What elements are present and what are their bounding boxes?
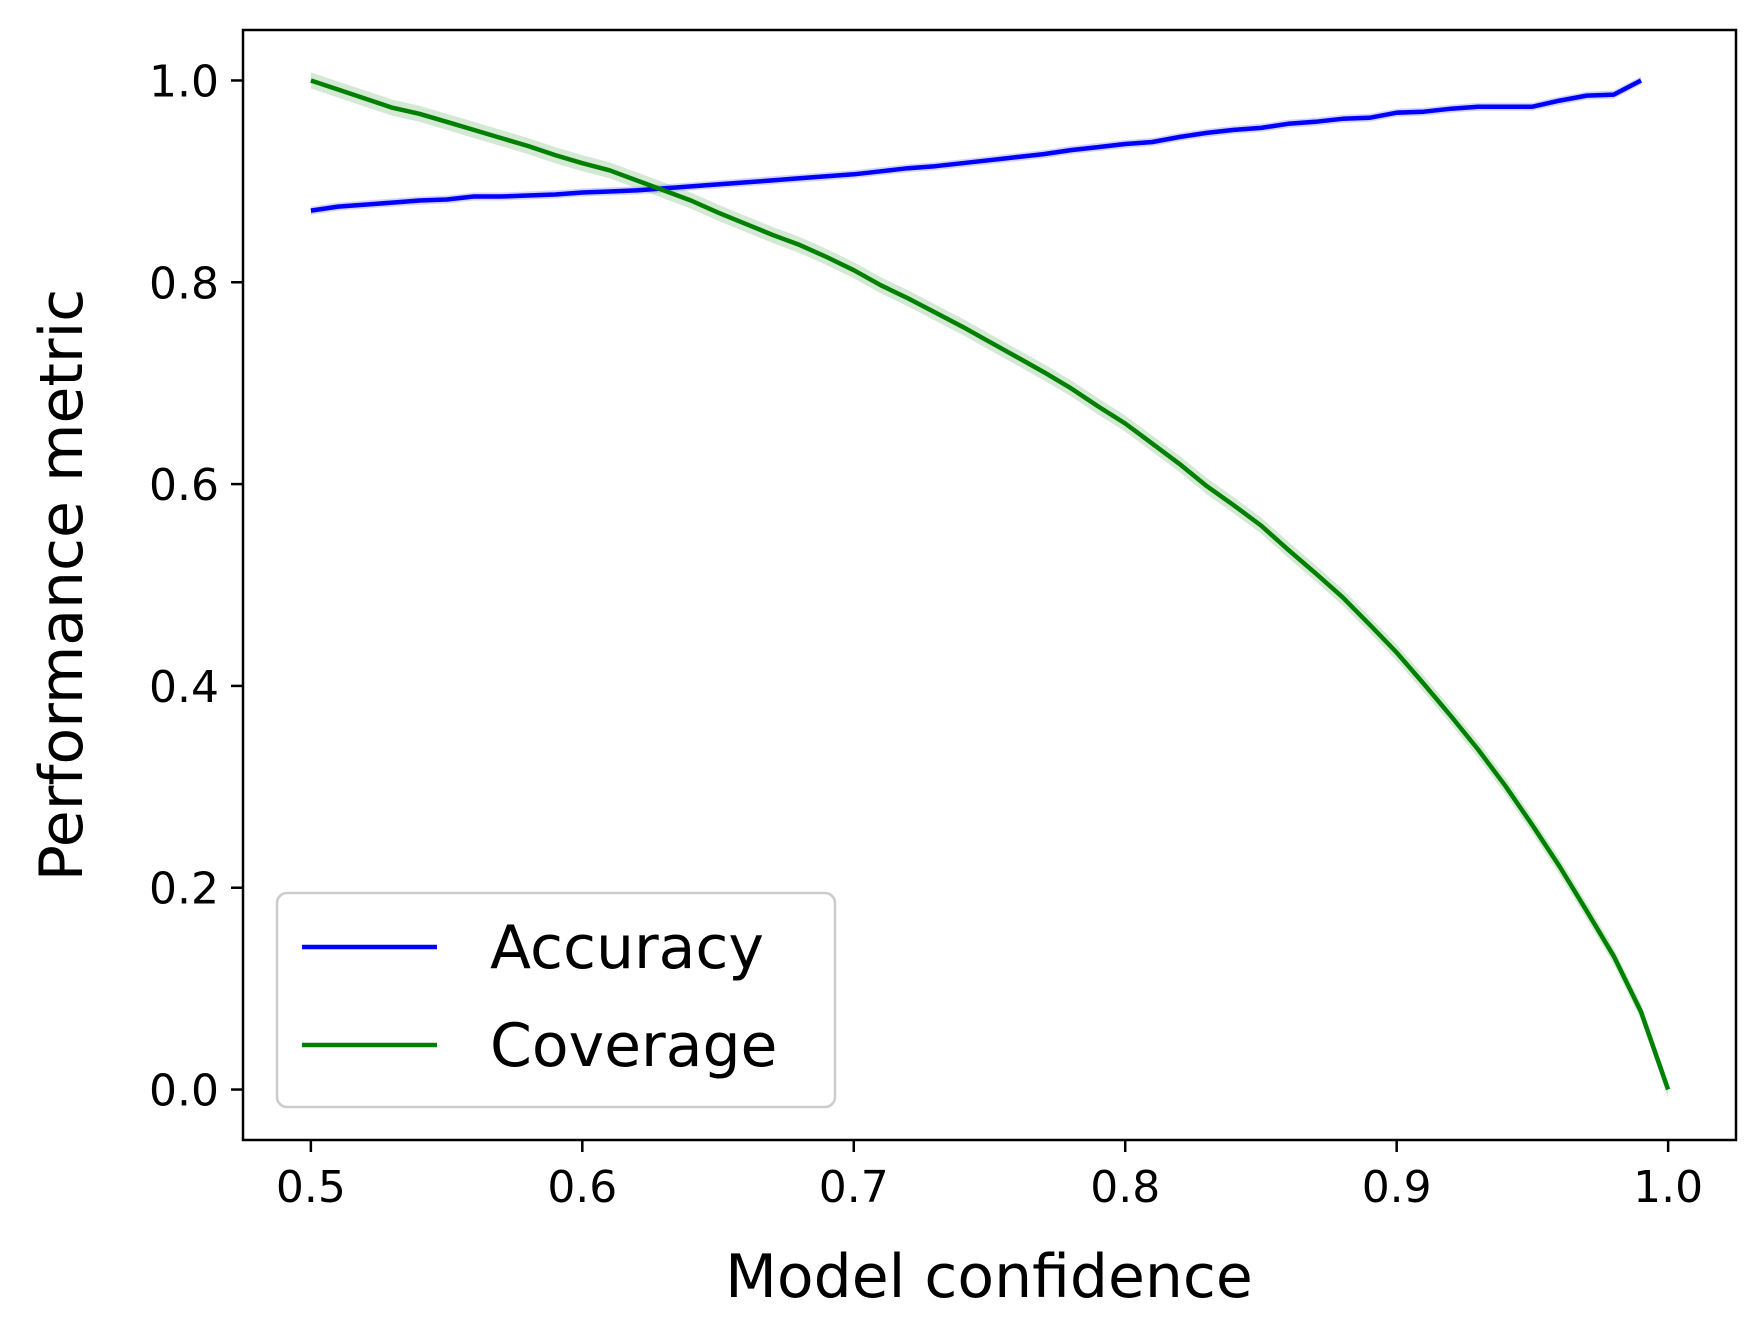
x-tick-label: 0.6 [547,1162,617,1213]
y-tick-label: 0.6 [149,460,219,511]
plot-frame [241,28,1738,1142]
y-axis-ticks: 0.0 0.2 0.4 0.6 0.8 1.0 [149,56,243,1117]
x-tick-label: 0.5 [276,1162,346,1213]
legend-label-accuracy: Accuracy [490,913,764,983]
x-tick-label: 0.9 [1362,1162,1432,1213]
y-tick-label: 1.0 [149,56,219,107]
y-tick-label: 0.4 [149,662,219,713]
x-tick-label: 1.0 [1633,1162,1703,1213]
legend-label-coverage: Coverage [490,1011,777,1081]
coverage-line [310,78,1671,1091]
accuracy-line [310,78,1643,213]
y-tick-label: 0.8 [149,258,219,309]
x-tick-label: 0.7 [819,1162,889,1213]
y-axis-label: Performance metric [27,289,97,882]
series-lines [310,78,1671,1091]
x-tick-label: 0.8 [1090,1162,1160,1213]
x-axis-ticks: 0.5 0.6 0.7 0.8 0.9 1.0 [276,1140,1703,1213]
y-tick-label: 0.0 [149,1066,219,1117]
y-tick-label: 0.2 [149,864,219,915]
x-axis-label: Model confidence [725,1242,1253,1312]
legend: Accuracy Coverage [275,891,837,1109]
